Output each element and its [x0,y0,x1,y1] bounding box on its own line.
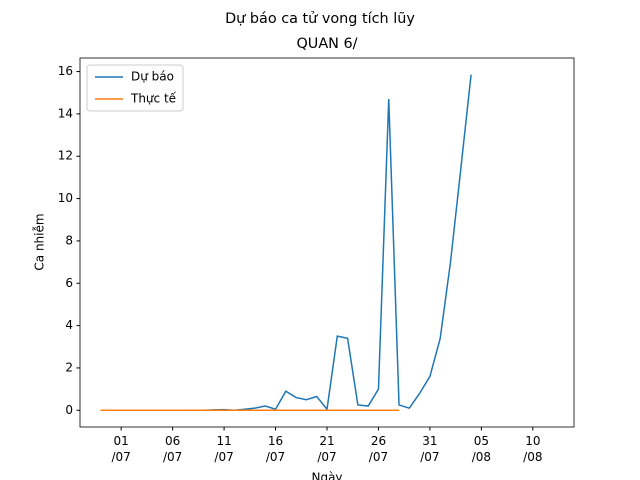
data-line [100,74,472,412]
chart-subtitle: QUAN 6/ [296,36,357,52]
legend-label: Thực tế [130,92,177,106]
legend-label: Dự báo [131,70,174,84]
y-tick-label: 0 [65,403,73,417]
x-tick-label: 10 /08 [523,434,543,464]
x-tick-label: 06 /07 [162,434,183,464]
y-tick-label: 12 [58,149,73,163]
x-tick-label: 21 /07 [317,434,337,464]
x-tick-label: 31 /07 [420,434,440,464]
y-tick-label: 10 [58,191,73,205]
y-tick-label: 8 [65,233,73,247]
y-tick-label: 14 [58,106,73,120]
y-tick-label: 2 [65,360,73,374]
chart-title: Dự báo ca tử vong tích lũy [225,11,415,27]
x-tick-label: 05 /08 [471,434,492,464]
y-tick-label: 16 [58,64,73,78]
x-tick-label: 16 /07 [265,434,286,464]
x-tick-label: 26 /07 [368,434,389,464]
x-tick-label: 11 /07 [214,434,234,464]
x-tick-label: 01 /07 [111,434,131,464]
y-axis-label: Ca nhiễm [33,213,47,270]
plot-frame [79,57,575,428]
y-tick-label: 4 [65,318,73,332]
y-tick-label: 6 [65,276,73,290]
x-axis-label: Ngày [311,471,342,480]
